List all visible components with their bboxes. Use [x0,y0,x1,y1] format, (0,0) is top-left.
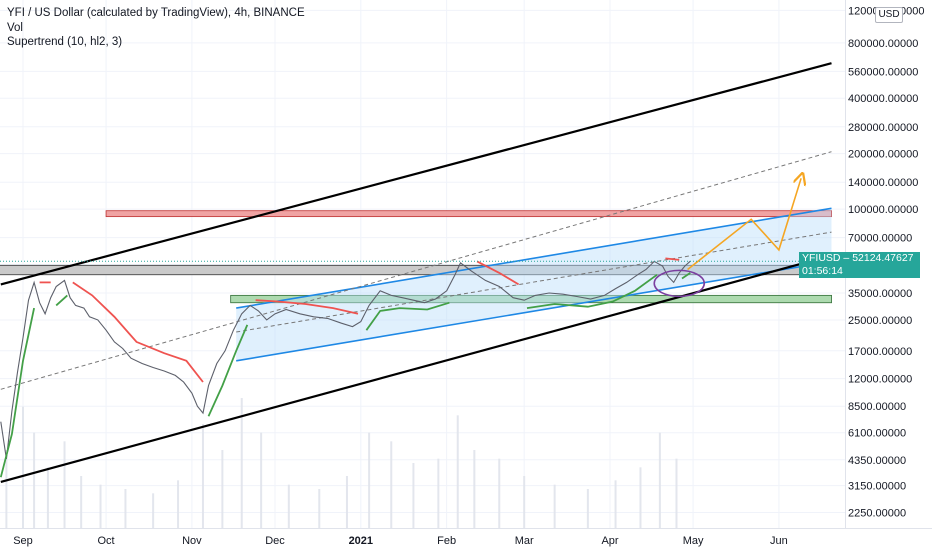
x-tick-label: Dec [265,535,285,547]
volume-bar [498,458,501,528]
plot-layer [0,62,845,528]
y-tick-label: 8500.00000 [848,401,906,413]
supertrend-segment-3 [55,294,68,307]
inner-midline-dashed [236,231,832,333]
x-tick-label: May [683,535,704,547]
volume-bar [5,450,8,528]
volume-bar [152,493,155,528]
x-tick-label: Nov [182,535,202,547]
y-tick-label: 35000.00000 [848,288,912,300]
blue-channel-lower [236,260,832,362]
volume-bar [221,450,224,528]
x-tick-label: 2021 [349,535,373,547]
supertrend-segment-5 [207,324,249,417]
volume-bar [80,476,83,528]
volume-bar [345,476,348,528]
volume-bar [473,450,476,528]
y-tick-label: 200000.00000 [848,149,918,161]
x-tick-label: Mar [515,535,534,547]
x-tick-label: Sep [13,535,33,547]
y-tick-label: 400000.00000 [848,93,918,105]
x-tick-label: Oct [98,535,115,547]
legend-title[interactable]: YFI / US Dollar (calculated by TradingVi… [7,7,305,19]
supertrend-segment-8 [476,260,520,286]
highlight-circle [653,269,706,298]
supertrend-segment-1 [0,307,35,478]
x-tick-label: Apr [601,535,618,547]
outer-channel-line-2 [0,254,832,483]
supertrend-segment-4 [72,281,204,383]
blue-channel-upper [236,207,832,309]
y-tick-label: 17000.00000 [848,346,912,358]
volume-bar [412,463,415,528]
supertrend-segment-7 [365,301,450,331]
y-tick-label: 25000.00000 [848,315,912,327]
y-tick-label: 800000.00000 [848,38,918,50]
zone-rect-3 [230,294,832,304]
volume-bar [99,484,102,528]
volume-bar [177,480,180,528]
price-tag-line: YFIUSD – 52124.47627 [802,252,914,264]
x-tick-label: Feb [437,535,456,547]
volume-bar [124,489,127,528]
volume-bar [368,432,371,528]
blue-channel-fill [236,208,832,361]
volume-bar [260,432,263,528]
chart-legend: YFI / US Dollar (calculated by TradingVi… [7,6,305,50]
y-tick-label: 560000.00000 [848,66,918,78]
price-tag-countdown: 01:56:14 [802,265,843,277]
price-series-line [0,260,691,459]
y-tick-label: 280000.00000 [848,122,918,134]
y-tick-label: 6100.00000 [848,428,906,440]
volume-bar [437,458,440,528]
volume-bar [63,441,66,528]
y-tick-label: 12000.00000 [848,374,912,386]
y-tick-label: 140000.00000 [848,177,918,189]
projection-arrow [687,178,802,271]
legend-supertrend[interactable]: Supertrend (10, hl2, 3) [7,36,123,48]
currency-badge[interactable]: USD [875,7,903,23]
grid-layer [0,0,845,528]
zone-rect-1 [105,210,832,218]
x-tick-label: Jun [770,535,788,547]
y-tick-label: 3150.00000 [848,481,906,493]
volume-bar [456,415,459,528]
price-tag-price: 52124.47627 [852,252,914,264]
y-tick-label: 100000.00000 [848,204,918,216]
price-tag-symbol: YFIUSD [802,252,841,264]
volume-bar [318,489,321,528]
volume-bar [523,476,526,528]
volume-bar [390,441,393,528]
volume-bar [675,458,678,528]
volume-bar [21,406,24,528]
volume-bar [201,424,204,528]
supertrend-segment-6 [255,299,359,315]
y-tick-label: 70000.00000 [848,233,912,245]
volume-layer [5,398,678,528]
supertrend-segment-11 [681,272,691,280]
volume-bar [287,484,290,528]
volume-bar [33,432,36,528]
last-price-tag: YFIUSD – 52124.47627 01:56:14 [799,252,920,278]
legend-volume[interactable]: Vol [7,21,23,34]
volume-bar [586,489,589,528]
volume-bar [240,398,243,528]
x-axis: Sep Oct Nov Dec 2021 Feb Mar Apr May Jun [13,535,788,547]
volume-bar [614,480,617,528]
volume-bar [639,467,642,528]
y-tick-label: 4350.00000 [848,455,906,467]
outer-channel-line-1 [0,62,832,286]
supertrend-segment-9 [526,273,658,309]
y-tick-label: 2250.00000 [848,507,906,519]
volume-bar [46,467,49,528]
supertrend-segment-10 [665,257,680,261]
volume-bar [658,432,661,528]
volume-bar [553,484,556,528]
